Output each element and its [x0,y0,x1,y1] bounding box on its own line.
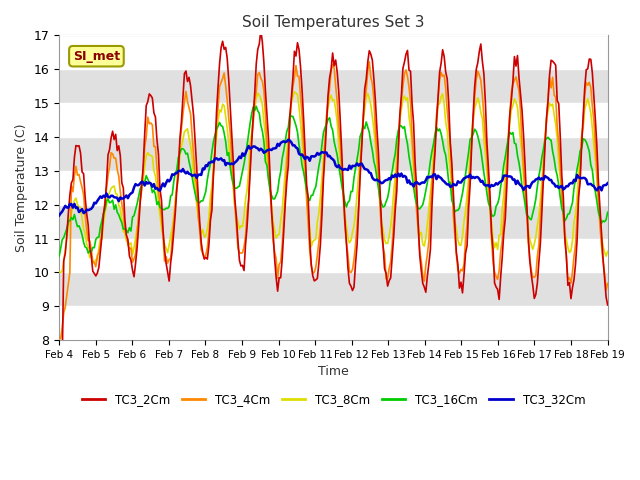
Bar [59,272,607,306]
Bar [59,69,607,103]
Text: SI_met: SI_met [73,50,120,63]
Legend: TC3_2Cm, TC3_4Cm, TC3_8Cm, TC3_16Cm, TC3_32Cm: TC3_2Cm, TC3_4Cm, TC3_8Cm, TC3_16Cm, TC3… [77,388,590,410]
Bar [59,239,607,272]
Bar [59,103,607,137]
Bar [59,36,607,69]
Bar [59,204,607,239]
Bar [59,171,607,204]
Bar [59,137,607,171]
Y-axis label: Soil Temperature (C): Soil Temperature (C) [15,123,28,252]
Title: Soil Temperatures Set 3: Soil Temperatures Set 3 [242,15,424,30]
X-axis label: Time: Time [318,365,349,378]
Bar [59,306,607,340]
